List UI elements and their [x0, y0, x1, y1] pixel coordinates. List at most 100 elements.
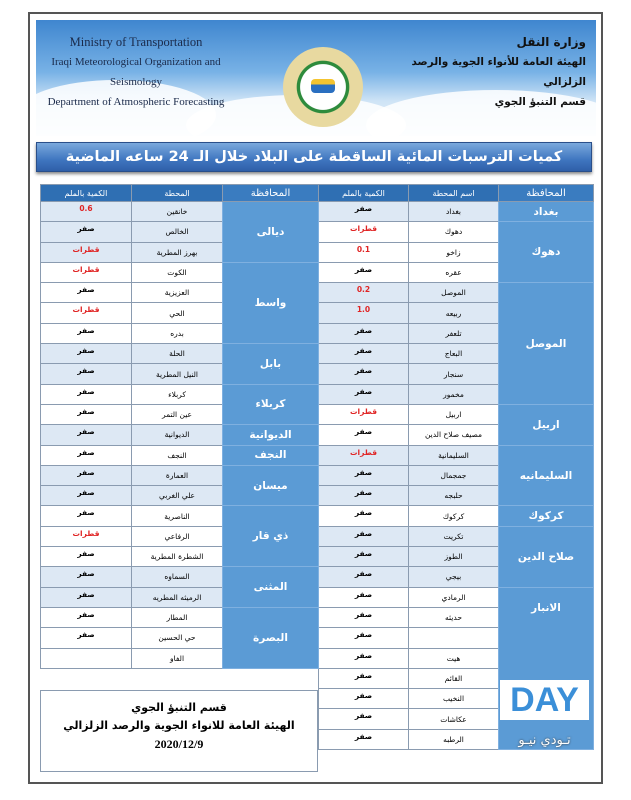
station-name: البعاج: [408, 343, 499, 365]
station-name: الرطبه: [408, 728, 499, 751]
table-row: الرفاعي قطرات: [40, 525, 319, 548]
station-name: حلبجه: [408, 485, 499, 507]
footer-signature: قسم التنبؤ الجوي الهيئة العامة للانواء ا…: [40, 690, 318, 772]
station-name: [408, 627, 499, 649]
table-row: هيت صفر: [318, 647, 594, 669]
station-name: السليمانية: [408, 444, 499, 466]
station-name: حي الحسين: [131, 627, 223, 649]
table-row: الطوز صفر: [318, 546, 594, 568]
header-row: المحافظة المحطة الكمية بالملم: [40, 184, 319, 202]
station-name: بدره: [131, 322, 223, 345]
station-name: عقره: [408, 261, 499, 284]
table-row: الخالص صفر: [40, 221, 319, 243]
table-row: السليمانيه السليمانية قطرات: [318, 444, 594, 507]
table-row: بهرز المطرية قطرات: [40, 241, 319, 263]
governorate-cell: صلاح الدين: [498, 525, 594, 588]
column-header: المحافظة: [222, 184, 319, 202]
arabic-org-name: وزارة النقل الهيئة العامة للأنواء الجوية …: [411, 35, 586, 108]
station-name: الرمادي: [408, 586, 499, 608]
organization-seal-logo: [283, 47, 363, 127]
station-name: النخيب: [408, 688, 499, 710]
governorate-cell: ميسان: [222, 464, 319, 507]
precipitation-amount: صفر: [318, 667, 409, 690]
table-row: الشطرة المطرية صفر: [40, 546, 319, 568]
precipitation-amount: صفر: [318, 464, 409, 487]
footer-date: 2020/12/9: [154, 737, 204, 751]
governorate-cell: اربيل: [498, 403, 594, 446]
station-name: جمجمال: [408, 464, 499, 487]
governorate-cell: دهوك: [498, 221, 594, 284]
table-row: سنجار صفر: [318, 363, 594, 385]
precipitation-amount: صفر: [40, 403, 132, 426]
column-header: الكمية بالملم: [40, 184, 132, 202]
precipitation-amount: صفر: [40, 586, 132, 608]
table-row: حلبجه صفر: [318, 485, 594, 507]
precipitation-amount: صفر: [318, 363, 409, 385]
station-name: الحي: [131, 302, 223, 324]
left-precipitation-table: المحافظة المحطة الكمية بالملم ديالى خانقين 0.…: [40, 184, 319, 669]
precipitation-amount: صفر: [40, 363, 132, 385]
precipitation-amount: صفر: [318, 586, 409, 608]
precipitation-amount: قطرات: [318, 221, 409, 243]
station-name: الخالص: [131, 221, 223, 243]
table-row: تلعفر صفر: [318, 322, 594, 345]
station-name: تلعفر: [408, 322, 499, 345]
station-name: الرميثه المطريه: [131, 586, 223, 608]
precipitation-amount: صفر: [318, 708, 409, 730]
precipitation-amount: صفر: [318, 343, 409, 365]
table-row: البصرة المطار صفر: [40, 606, 319, 669]
station-name: النيل المطرية: [131, 363, 223, 385]
governorate-cell: السليمانيه: [498, 444, 594, 507]
precipitation-amount: صفر: [318, 546, 409, 568]
station-name: سنجار: [408, 363, 499, 385]
precipitation-amount: صفر: [40, 383, 132, 405]
table-row: كركوك كركوك صفر: [318, 505, 594, 527]
station-name: اربيل: [408, 403, 499, 426]
footer-department: قسم التنبؤ الجوي: [131, 701, 227, 714]
precipitation-amount: صفر: [318, 261, 409, 284]
station-name: دهوك: [408, 221, 499, 243]
station-name: الرفاعي: [131, 525, 223, 548]
header-row: المحافظة اسم المحطة الكمية بالملم: [318, 184, 594, 202]
precipitation-amount: صفر: [318, 525, 409, 548]
station-name: العمارة: [131, 464, 223, 487]
table-row: ديالى خانقين 0.6: [40, 200, 319, 263]
table-row: الفاو: [40, 647, 319, 669]
station-name: الشطرة المطرية: [131, 546, 223, 568]
precipitation-amount: صفر: [318, 424, 409, 446]
precipitation-amount: صفر: [318, 505, 409, 527]
table-row: دهوك دهوك قطرات: [318, 221, 594, 284]
governorate-cell: واسط: [222, 261, 319, 345]
precipitation-amount: قطرات: [318, 403, 409, 426]
station-name: السماوه: [131, 566, 223, 588]
precipitation-amount: قطرات: [318, 444, 409, 466]
column-header: اسم المحطة: [408, 184, 499, 202]
precipitation-amount: 0.6: [40, 200, 132, 223]
precipitation-amount: صفر: [40, 464, 132, 487]
governorate-cell: الانبار: [498, 586, 594, 751]
table-row: ذي قار الناصرية صفر: [40, 505, 319, 568]
precipitation-amount: قطرات: [40, 302, 132, 324]
right-precipitation-table: المحافظة اسم المحطة الكمية بالملم بغداد بغدا…: [318, 184, 594, 751]
table-row: زاخو 0.1: [318, 241, 594, 263]
precipitation-amount: صفر: [40, 627, 132, 649]
station-name: عين التمر: [131, 403, 223, 426]
table-row: الحي قطرات: [40, 302, 319, 324]
precipitation-amount: صفر: [318, 566, 409, 588]
precipitation-amount: قطرات: [40, 525, 132, 548]
governorate-cell: ذي قار: [222, 505, 319, 568]
precipitation-amount: 1.0: [318, 302, 409, 324]
precipitation-amount: صفر: [318, 728, 409, 751]
table-row: النخيب صفر: [318, 688, 594, 710]
table-row: ميسان العمارة صفر: [40, 464, 319, 507]
precipitation-amount: صفر: [318, 200, 409, 223]
precipitation-amount: صفر: [40, 505, 132, 527]
governorate-cell: بابل: [222, 343, 319, 385]
watermark-logo: DAY: [500, 680, 589, 720]
station-name: العزيزية: [131, 282, 223, 304]
precipitation-amount: صفر: [318, 647, 409, 669]
governorate-cell: الموصل: [498, 282, 594, 405]
station-name: ربيعه: [408, 302, 499, 324]
precipitation-amount: صفر: [40, 546, 132, 568]
table-row: الرطبه صفر: [318, 728, 594, 751]
